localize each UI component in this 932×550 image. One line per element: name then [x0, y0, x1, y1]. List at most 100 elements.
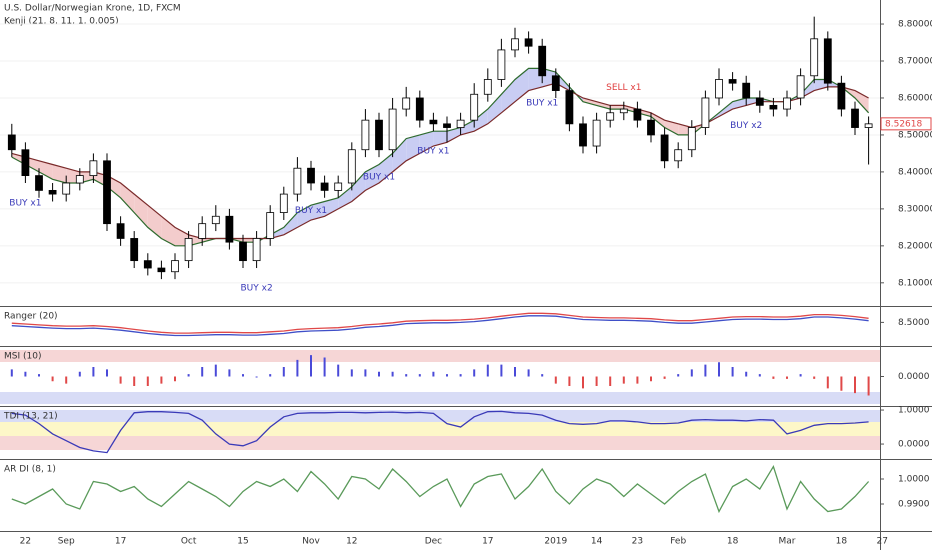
- histogram-bar: [364, 369, 367, 377]
- candle-body: [443, 123, 451, 128]
- candle-body: [810, 38, 819, 77]
- y-tick-label: 0.0000: [898, 372, 930, 382]
- histogram-bar: [799, 374, 802, 377]
- candle-body: [334, 182, 343, 191]
- y-tick-label: 8.10000: [898, 278, 932, 288]
- histogram-bar: [636, 376, 639, 384]
- histogram-bar: [378, 371, 380, 377]
- tdi-mid-band: [0, 422, 880, 436]
- histogram-bar: [677, 374, 680, 377]
- series-line: [11, 82, 869, 240]
- cloud-fill: [501, 79, 515, 113]
- histogram-bar: [718, 362, 720, 377]
- candle-body: [184, 238, 193, 262]
- histogram-bar: [174, 376, 176, 382]
- cloud-fill: [283, 212, 298, 235]
- histogram-bar: [745, 371, 748, 377]
- histogram-bar: [867, 376, 870, 396]
- histogram-bar: [772, 376, 775, 379]
- histogram-bar: [228, 369, 231, 377]
- histogram-bar: [242, 374, 244, 377]
- x-tick-label: 27: [876, 537, 887, 547]
- candle-body: [524, 38, 533, 47]
- histogram-bar: [650, 376, 652, 382]
- candle-body: [293, 167, 302, 195]
- candle-body: [266, 212, 275, 239]
- cloud-fill: [365, 164, 379, 191]
- candle-body: [796, 75, 805, 99]
- signal-label: SELL x1: [606, 83, 641, 93]
- x-tick-label: 23: [632, 537, 643, 547]
- histogram-bar: [296, 359, 299, 377]
- candle-body: [551, 75, 560, 91]
- cloud-fill: [651, 112, 665, 128]
- candle-body: [89, 160, 98, 177]
- msi-lower-band: [0, 392, 880, 404]
- indicator-title: Kenji (21, 8, 11, 1, 0.005): [4, 17, 119, 27]
- candle-body: [565, 90, 574, 125]
- candle-body: [279, 193, 288, 213]
- pane-title: TDI (13, 21): [3, 412, 58, 422]
- cloud-fill: [583, 97, 597, 106]
- cloud-fill: [664, 120, 679, 135]
- candle-body: [538, 45, 547, 77]
- candle-body: [252, 238, 261, 262]
- candle-body: [429, 119, 438, 125]
- y-tick-label: 8.80000: [898, 20, 932, 30]
- candle-body: [415, 97, 424, 121]
- last-price-tag: [880, 117, 932, 131]
- candle-body: [606, 112, 615, 121]
- candle-body: [579, 123, 587, 147]
- histogram-bar: [786, 376, 788, 379]
- candle-body: [143, 260, 152, 269]
- histogram-bar: [609, 376, 612, 386]
- histogram-bar: [160, 376, 163, 384]
- candle-body: [157, 267, 166, 273]
- candle-body: [48, 189, 57, 195]
- cloud-fill: [433, 131, 447, 147]
- candle-body: [742, 82, 751, 99]
- histogram-bar: [622, 376, 625, 384]
- y-tick-label: 0.9900: [898, 500, 930, 510]
- histogram-bar: [65, 376, 68, 384]
- histogram-bar: [554, 376, 557, 384]
- candle-body: [715, 79, 723, 99]
- histogram-bar: [187, 374, 190, 377]
- candle-body: [619, 108, 628, 114]
- cloud-fill: [474, 109, 488, 132]
- histogram-bar: [282, 367, 285, 377]
- histogram-bar: [92, 367, 95, 377]
- signal-label: BUY x2: [241, 284, 273, 294]
- signal-label: BUY x1: [526, 99, 558, 109]
- candle-body: [823, 38, 832, 84]
- candle-body: [307, 167, 315, 184]
- series-line: [11, 67, 870, 247]
- candle-body: [375, 119, 383, 151]
- candle-body: [864, 123, 873, 128]
- tdi-upper-band: [0, 410, 880, 422]
- series-line: [11, 315, 869, 337]
- histogram-bar: [663, 376, 666, 379]
- histogram-bar: [690, 369, 693, 377]
- candle-body: [633, 108, 642, 121]
- pane-title: MSI (10): [4, 352, 41, 362]
- histogram-bar: [405, 374, 408, 377]
- histogram-bar: [391, 371, 394, 377]
- series-line: [11, 464, 870, 514]
- candle-body: [837, 82, 846, 110]
- pane-title: Ranger (20): [4, 312, 58, 322]
- x-tick-label: 14: [591, 537, 603, 547]
- histogram-bar: [758, 374, 761, 377]
- histogram-bar: [119, 376, 122, 384]
- y-tick-label: 1.0000: [898, 406, 930, 416]
- histogram-bar: [432, 371, 435, 377]
- histogram-bar: [595, 376, 598, 386]
- tdi-lower-band: [0, 436, 880, 450]
- candle-body: [62, 182, 71, 195]
- candle-body: [755, 97, 764, 106]
- cloud-fill: [297, 205, 311, 228]
- cloud-fill: [379, 153, 393, 183]
- candle-body: [75, 175, 84, 184]
- candle-body: [21, 149, 30, 177]
- cloud-fill: [120, 183, 135, 213]
